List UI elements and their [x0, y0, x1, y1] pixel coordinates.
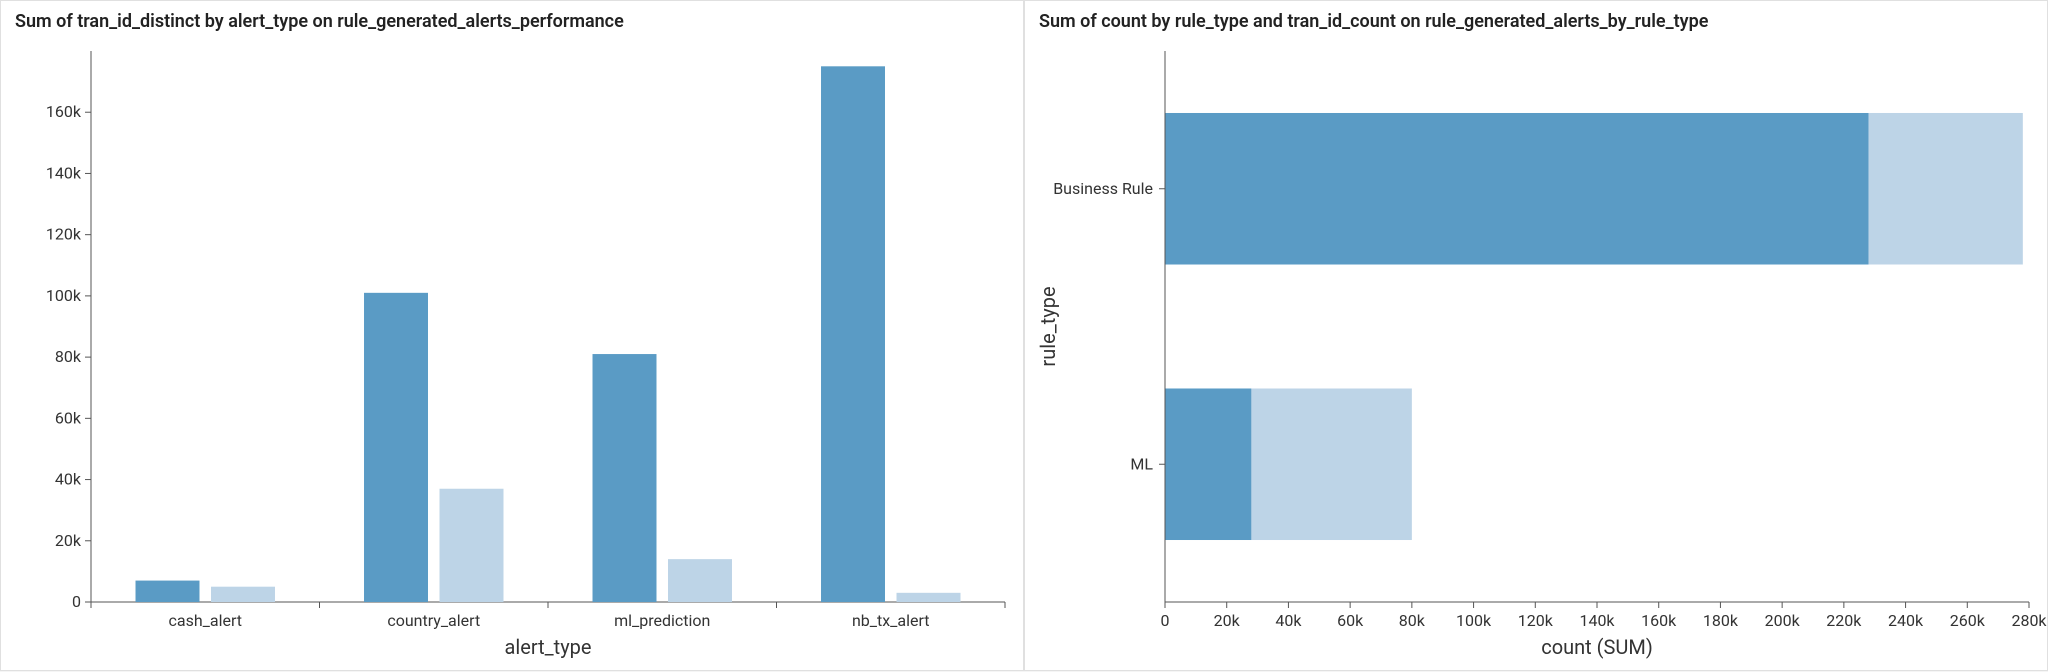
bar-series2	[668, 559, 732, 602]
y-tick-label: 100k	[46, 286, 82, 305]
x-tick-label: 120k	[1518, 611, 1554, 630]
y-category-label: ML	[1130, 454, 1153, 473]
hbar-segment	[1165, 388, 1251, 540]
right-chart-area: Business Rule ML 0 20k 40k 60k 80k 100k 120k 140k…	[1025, 41, 2047, 670]
x-tick-label: 20k	[1214, 611, 1241, 630]
x-category-label: ml_prediction	[614, 611, 710, 630]
x-tick-label: 40k	[1275, 611, 1302, 630]
x-tick-label: 60k	[1337, 611, 1364, 630]
x-axis-label: count (SUM)	[1541, 635, 1653, 659]
hbar-segment	[1251, 388, 1411, 540]
bar-series2	[440, 489, 504, 602]
y-tick-label: 80k	[55, 347, 82, 366]
x-tick-label: 80k	[1399, 611, 1426, 630]
y-tick-label: 40k	[55, 470, 82, 489]
y-tick-label: 120k	[46, 225, 82, 244]
bar-series1	[821, 66, 885, 602]
hbar-segment	[1165, 113, 1869, 265]
bar-series1	[136, 581, 200, 602]
left-chart-area: 0 20k 40k 60k 80k 100k 120k 140k 160k cash_alert c…	[1, 41, 1023, 670]
right-chart-title: Sum of count by rule_type and tran_id_co…	[1025, 1, 2047, 36]
y-tick-label: 160k	[46, 102, 82, 121]
x-category-label: country_alert	[387, 611, 480, 630]
y-category-label: Business Rule	[1053, 179, 1153, 198]
x-tick-label: 200k	[1765, 611, 1801, 630]
y-tick-label: 60k	[55, 408, 82, 427]
x-tick-label: 160k	[1641, 611, 1677, 630]
bar-series2	[211, 587, 275, 602]
left-chart-title: Sum of tran_id_distinct by alert_type on…	[1, 1, 1023, 36]
x-tick-label: 260k	[1950, 611, 1986, 630]
x-axis-label: alert_type	[504, 635, 591, 659]
hbar-segment	[1869, 113, 2023, 265]
y-tick-label: 0	[72, 592, 81, 611]
y-axis-label: rule_type	[1036, 286, 1060, 366]
x-tick-label: 280k	[2011, 611, 2047, 630]
bar-series1	[593, 354, 657, 602]
y-tick-label: 20k	[55, 531, 82, 550]
x-category-label: nb_tx_alert	[852, 611, 930, 630]
x-tick-label: 140k	[1579, 611, 1615, 630]
right-chart-panel: Sum of count by rule_type and tran_id_co…	[1024, 0, 2048, 671]
x-tick-label: 220k	[1826, 611, 1862, 630]
left-chart-panel: Sum of tran_id_distinct by alert_type on…	[0, 0, 1024, 671]
bar-series1	[364, 293, 428, 602]
x-tick-label: 0	[1161, 611, 1170, 630]
x-tick-label: 100k	[1456, 611, 1492, 630]
x-category-label: cash_alert	[169, 611, 243, 630]
x-tick-label: 180k	[1703, 611, 1739, 630]
y-tick-label: 140k	[46, 163, 82, 182]
bar-series2	[897, 593, 961, 602]
x-tick-label: 240k	[1888, 611, 1924, 630]
